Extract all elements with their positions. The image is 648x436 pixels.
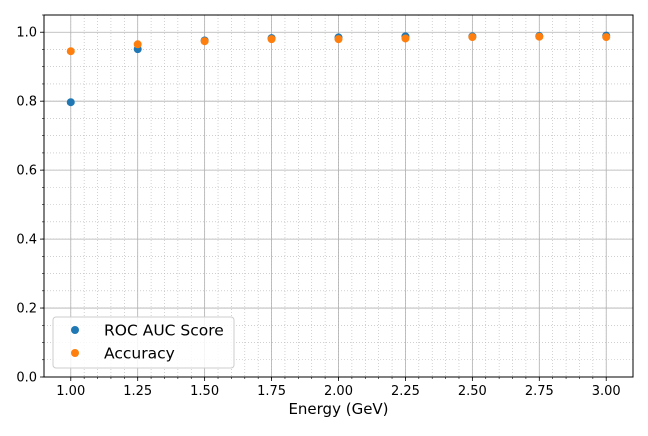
legend: ROC AUC Score Accuracy bbox=[52, 316, 235, 369]
x-tick-label: 2.00 bbox=[324, 384, 353, 399]
accuracy-point bbox=[267, 35, 276, 44]
x-tick-labels: 1.00 1.25 1.50 1.75 2.00 2.25 2.50 2.75 3.00 bbox=[56, 384, 620, 399]
y-tick-label: 0.0 bbox=[16, 371, 37, 386]
x-tick-label: 2.25 bbox=[391, 384, 420, 399]
x-axis-label: Energy (GeV) bbox=[288, 400, 388, 418]
accuracy-point bbox=[66, 47, 75, 56]
x-tick-label: 2.75 bbox=[525, 384, 554, 399]
x-tick-label: 2.50 bbox=[458, 384, 487, 399]
x-tick-label: 3.00 bbox=[592, 384, 621, 399]
legend-box bbox=[52, 316, 235, 369]
y-tick-labels: 0.0 0.2 0.4 0.6 0.8 1.0 bbox=[16, 26, 37, 386]
x-tick-label: 1.50 bbox=[190, 384, 219, 399]
roc-auc-point bbox=[66, 98, 75, 107]
accuracy-point bbox=[334, 35, 343, 44]
accuracy-point bbox=[468, 33, 477, 42]
legend-marker bbox=[71, 326, 79, 334]
major-grid bbox=[44, 15, 633, 378]
plot-frame bbox=[43, 14, 634, 378]
y-tick-label: 0.2 bbox=[16, 302, 37, 317]
accuracy-point bbox=[602, 33, 611, 42]
legend-label: ROC AUC Score bbox=[104, 322, 224, 340]
legend-label: Accuracy bbox=[104, 345, 175, 363]
x-tick-label: 1.25 bbox=[123, 384, 152, 399]
data-points bbox=[66, 31, 611, 107]
y-tick-label: 0.4 bbox=[16, 233, 37, 248]
x-tick-label: 1.75 bbox=[257, 384, 286, 399]
x-tick-label: 1.00 bbox=[56, 384, 85, 399]
accuracy-point bbox=[535, 32, 544, 41]
accuracy-point bbox=[200, 37, 209, 46]
accuracy-point bbox=[401, 34, 410, 43]
accuracy-point bbox=[133, 40, 142, 49]
y-tick-label: 1.0 bbox=[16, 26, 37, 41]
y-tick-label: 0.8 bbox=[16, 95, 37, 110]
major-ticks bbox=[40, 31, 607, 381]
legend-marker bbox=[71, 349, 79, 357]
y-tick-label: 0.6 bbox=[16, 164, 37, 179]
